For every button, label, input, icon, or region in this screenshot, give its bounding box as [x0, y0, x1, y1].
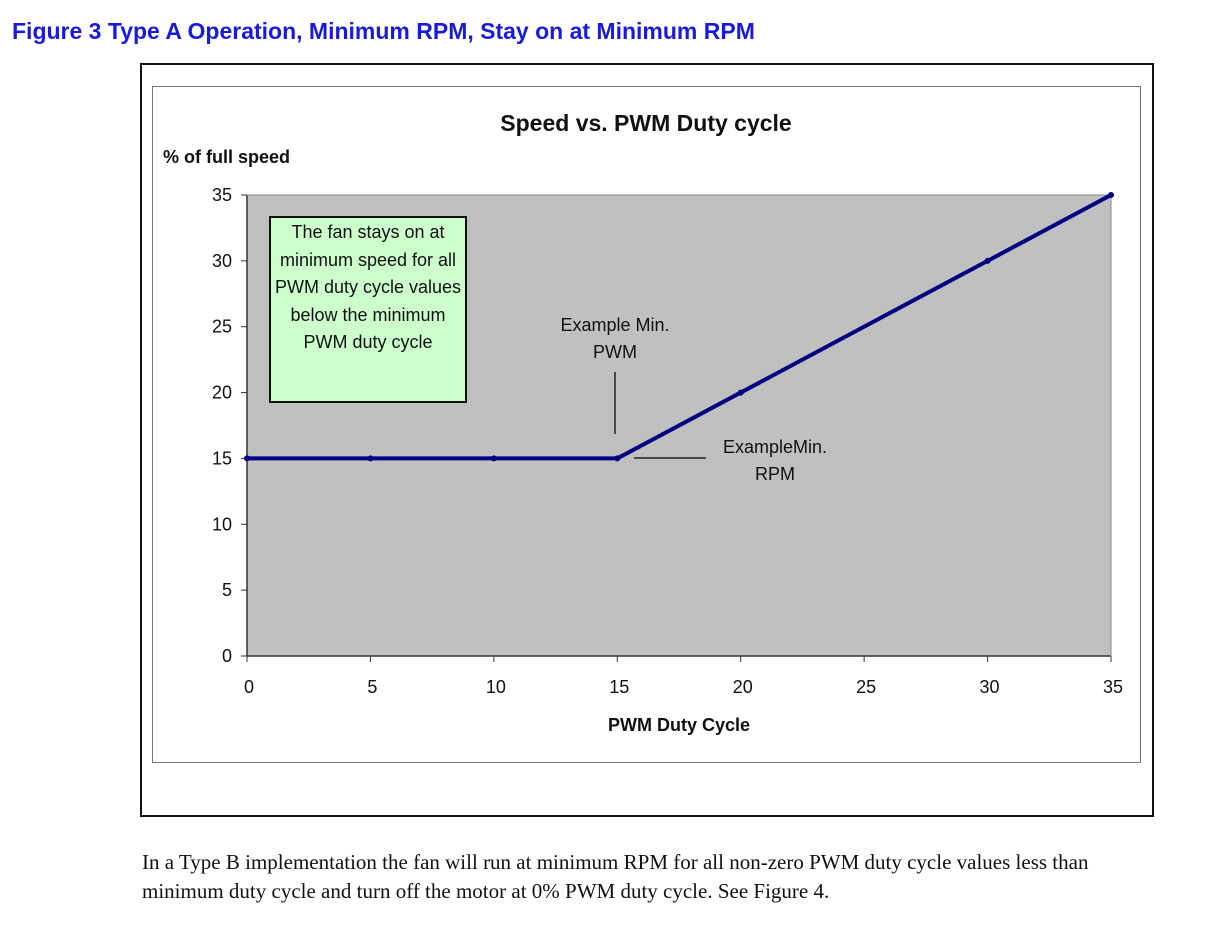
x-tick-label: 5: [367, 677, 377, 697]
x-axis-label: PWM Duty Cycle: [608, 715, 750, 735]
x-tick-label: 0: [244, 677, 254, 697]
y-tick-label: 25: [212, 317, 232, 337]
y-tick-label: 30: [212, 251, 232, 271]
min-rpm-annotation: ExampleMin. RPM: [705, 434, 845, 488]
x-tick-label: 10: [486, 677, 506, 697]
min-rpm-line1: ExampleMin.: [722, 437, 828, 457]
x-tick-label: 15: [609, 677, 629, 697]
chart-title: Speed vs. PWM Duty cycle: [500, 110, 791, 136]
y-axis-label: % of full speed: [163, 147, 290, 167]
y-tick-label: 0: [222, 646, 232, 666]
data-point: [984, 257, 991, 264]
min-rpm-line2: RPM: [755, 464, 795, 484]
data-point: [244, 455, 250, 462]
min-pwm-line1: Example Min.: [560, 315, 670, 335]
y-tick-label: 35: [212, 185, 232, 205]
y-tick-label: 20: [212, 383, 232, 403]
data-point: [1108, 192, 1114, 198]
figure-frame: [140, 63, 1154, 817]
data-point: [737, 389, 744, 396]
x-tick-label: 20: [733, 677, 753, 697]
data-point: [490, 455, 497, 462]
x-tick-label: 25: [856, 677, 876, 697]
figure-title: Figure 3 Type A Operation, Minimum RPM, …: [12, 18, 755, 44]
y-tick-label: 15: [212, 448, 232, 468]
x-tick-label: 35: [1103, 677, 1123, 697]
y-tick-label: 5: [222, 580, 232, 600]
data-point: [614, 455, 621, 462]
data-point: [367, 455, 374, 462]
body-paragraph: In a Type B implementation the fan will …: [142, 850, 1089, 903]
min-pwm-line2: PWM: [593, 342, 637, 362]
x-tick-label: 30: [980, 677, 1000, 697]
chart-area: [152, 86, 1141, 763]
y-tick-label: 10: [212, 514, 232, 534]
min-pwm-annotation: Example Min. PWM: [545, 312, 685, 366]
note-box: The fan stays on at minimum speed for al…: [269, 216, 467, 403]
